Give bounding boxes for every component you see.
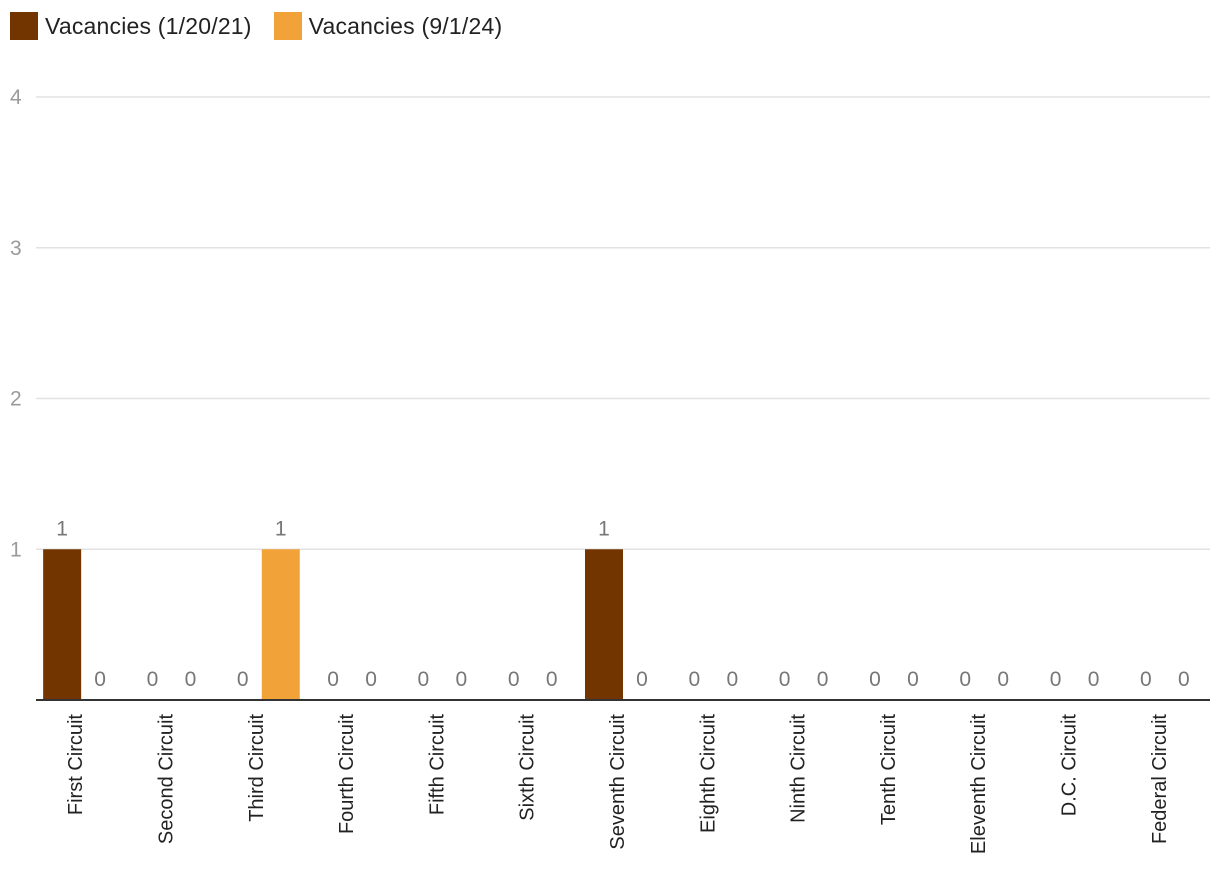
legend-swatch-series-1 — [10, 12, 38, 40]
category-label: Fifth Circuit — [426, 714, 448, 816]
data-label: 0 — [508, 668, 520, 691]
data-label: 0 — [869, 668, 881, 691]
legend-label-series-1: Vacancies (1/20/21) — [45, 12, 252, 39]
y-tick-label: 2 — [10, 388, 22, 411]
category-label: Fourth Circuit — [336, 714, 358, 834]
category-label: Seventh Circuit — [607, 714, 629, 850]
y-tick-label: 1 — [10, 538, 22, 561]
category-label: First Circuit — [65, 714, 87, 816]
data-label: 0 — [147, 668, 159, 691]
data-label: 0 — [688, 668, 700, 691]
category-label: D.C. Circuit — [1059, 714, 1081, 817]
y-tick-label: 3 — [10, 237, 22, 260]
data-label: 0 — [779, 668, 791, 691]
data-label: 1 — [275, 517, 287, 540]
legend-item-series-2: Vacancies (9/1/24) — [273, 12, 503, 40]
data-label: 0 — [907, 668, 919, 691]
gridlines — [36, 96, 1210, 550]
category-label: Sixth Circuit — [517, 714, 539, 821]
category-label: Third Circuit — [246, 714, 268, 822]
data-label: 0 — [456, 668, 468, 691]
data-label: 0 — [726, 668, 738, 691]
data-label: 0 — [1140, 668, 1152, 691]
y-tick-label: 4 — [10, 86, 22, 109]
data-label: 0 — [1178, 668, 1190, 691]
data-label: 0 — [636, 668, 648, 691]
chart-legend: Vacancies (1/20/21) Vacancies (9/1/24) — [10, 12, 502, 40]
data-label: 0 — [959, 668, 971, 691]
data-label: 0 — [1088, 668, 1100, 691]
category-label: Federal Circuit — [1149, 714, 1171, 844]
category-label: Tenth Circuit — [878, 714, 900, 826]
category-labels: First Circuit Second Circuit Third Circuit… — [65, 714, 1171, 855]
category-label: Ninth Circuit — [788, 714, 810, 823]
data-label: 0 — [94, 668, 106, 691]
data-label: 1 — [56, 517, 68, 540]
data-label: 0 — [997, 668, 1009, 691]
data-labels: 1 0 0 0 0 1 0 0 0 0 0 0 1 0 0 0 0 0 0 0 0 0 0 0 0 0 — [56, 517, 1189, 691]
bar — [43, 549, 82, 700]
data-label: 0 — [546, 668, 558, 691]
data-label: 0 — [1050, 668, 1062, 691]
data-label: 0 — [418, 668, 430, 691]
data-label: 0 — [817, 668, 829, 691]
data-label: 0 — [237, 668, 249, 691]
data-label: 0 — [185, 668, 197, 691]
category-label: Eleventh Circuit — [968, 714, 990, 855]
y-axis-ticks: 1 2 3 4 — [10, 86, 22, 561]
legend-label-series-2: Vacancies (9/1/24) — [308, 12, 503, 39]
bars — [43, 549, 623, 700]
legend-swatch-series-2 — [273, 12, 302, 40]
category-label: Eighth Circuit — [697, 714, 719, 833]
legend-item-series-1: Vacancies (1/20/21) — [10, 12, 252, 40]
bar — [585, 549, 623, 700]
data-label: 1 — [598, 517, 610, 540]
bar — [261, 549, 300, 700]
category-label: Second Circuit — [155, 714, 177, 845]
data-label: 0 — [327, 668, 339, 691]
data-label: 0 — [365, 668, 377, 691]
